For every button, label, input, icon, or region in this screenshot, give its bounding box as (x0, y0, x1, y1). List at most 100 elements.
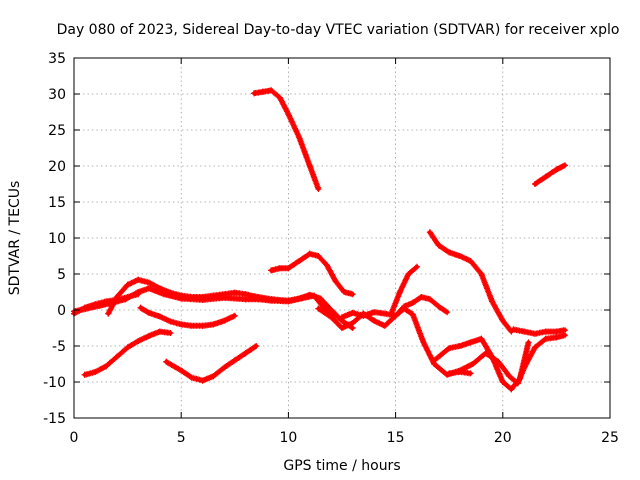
data-point (418, 294, 425, 300)
data-point (381, 322, 388, 329)
data-point (446, 370, 453, 377)
data-point (167, 318, 174, 325)
data-point (446, 345, 453, 352)
data-point (349, 291, 356, 298)
data-point (562, 327, 568, 334)
y-tick-label: 10 (48, 231, 66, 247)
x-tick-label: 15 (387, 430, 405, 446)
data-point (231, 289, 238, 296)
data-point (324, 262, 330, 269)
data-point (392, 312, 399, 319)
data-point (306, 250, 313, 257)
chart-title: Day 080 of 2023, Sidereal Day-to-day VTE… (57, 22, 620, 38)
x-tick-label: 5 (177, 430, 186, 446)
data-point (135, 289, 142, 295)
data-point (306, 291, 313, 298)
x-tick-label: 20 (494, 430, 512, 446)
data-point (276, 265, 283, 272)
data-point (210, 292, 217, 299)
series-track-12 (426, 229, 515, 335)
data-point (221, 291, 228, 298)
data-point (178, 321, 185, 328)
data-point (199, 322, 206, 329)
data-point (401, 305, 408, 312)
data-point (221, 364, 228, 371)
data-point (525, 339, 532, 346)
data-point (426, 229, 433, 236)
data-point (306, 163, 313, 169)
data-point (137, 304, 144, 311)
data-point (553, 334, 560, 341)
data-point (210, 321, 217, 328)
data-point (315, 305, 322, 312)
data-point (146, 309, 152, 316)
data-point (113, 353, 120, 360)
y-tick-label: 5 (57, 267, 66, 283)
data-point (285, 111, 292, 118)
series-track-7 (251, 87, 322, 192)
data-point (124, 281, 131, 288)
data-point (251, 90, 258, 97)
data-point (431, 357, 438, 364)
y-tick-label: 15 (48, 195, 66, 211)
data-point (532, 330, 538, 337)
data-point (315, 253, 322, 259)
data-point (285, 297, 292, 304)
data-point (435, 242, 442, 249)
series-track-3 (105, 276, 356, 331)
y-tick-label: 0 (57, 303, 66, 319)
data-point (341, 289, 348, 295)
data-layer (71, 87, 568, 393)
data-point (167, 330, 174, 336)
data-point (349, 320, 356, 326)
data-point (405, 271, 412, 277)
data-point (103, 363, 110, 370)
y-tick-label: 35 (48, 51, 66, 67)
data-point (259, 88, 266, 95)
series-track-11 (388, 263, 420, 317)
data-point (444, 309, 451, 316)
series-track-16 (532, 162, 568, 187)
data-point (83, 305, 90, 312)
data-point (328, 314, 335, 321)
series-track-15 (446, 368, 474, 377)
series-track-13 (510, 326, 568, 337)
data-point (339, 325, 345, 331)
data-point (456, 253, 463, 259)
x-axis-label: GPS time / hours (283, 458, 400, 474)
data-point (339, 314, 345, 321)
data-point (499, 379, 506, 385)
data-point (553, 328, 560, 335)
data-point (122, 296, 129, 303)
data-point (242, 291, 249, 298)
series-track-14 (431, 335, 532, 393)
series-track-8 (268, 250, 356, 298)
data-point (426, 296, 433, 303)
data-point (276, 94, 283, 101)
data-point (409, 299, 416, 306)
data-point (553, 166, 560, 173)
data-point (469, 361, 476, 367)
data-point (517, 375, 523, 382)
data-point (167, 289, 174, 296)
data-point (156, 285, 163, 292)
y-tick-label: -5 (52, 339, 66, 355)
data-point (532, 181, 538, 187)
data-point (264, 295, 270, 302)
data-point (231, 312, 238, 319)
y-tick-label: 20 (48, 159, 66, 175)
data-point (296, 134, 303, 141)
data-point (188, 294, 195, 300)
data-point (188, 374, 195, 381)
data-point (360, 312, 367, 319)
data-point (467, 258, 474, 264)
data-point (251, 293, 258, 300)
data-point (467, 370, 474, 377)
data-point (456, 343, 463, 349)
data-point (521, 328, 528, 335)
data-point (542, 335, 549, 342)
data-point (396, 289, 403, 295)
data-point (124, 344, 131, 351)
data-point (388, 310, 395, 317)
